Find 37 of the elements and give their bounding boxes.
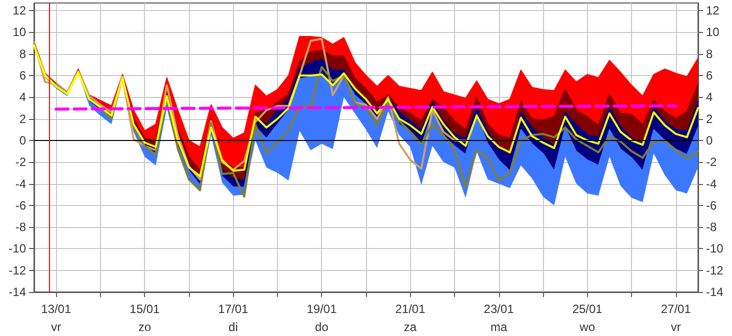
y2-tick-label: 2 (706, 112, 713, 126)
y-tick-label: -14 (8, 285, 26, 299)
x-tick-label: 27/01 vr (660, 302, 692, 334)
y2-tick-label: 10 (706, 25, 720, 40)
y2-tick-label: -10 (706, 242, 724, 256)
y-tick-label: -10 (8, 242, 26, 256)
y2-tick-label: -6 (706, 198, 717, 212)
y2-tick-label: -12 (706, 263, 724, 278)
x-tick-label: 21/01 za (395, 302, 426, 334)
x-tick-label: 25/01 wo (572, 302, 603, 334)
y-tick-label: 10 (12, 25, 26, 40)
y-tick-label: 4 (19, 90, 26, 104)
y-tick-label: 8 (19, 46, 26, 61)
y-tick-label: -12 (8, 263, 26, 278)
y2-tick-label: -14 (706, 285, 724, 299)
y2-tick-label: 6 (706, 68, 713, 83)
x-tick-label: 15/01 zo (130, 302, 160, 334)
y2-tick-label: -2 (706, 155, 717, 170)
x-tick-label: 23/01 ma (484, 302, 514, 334)
y-tick-label: -6 (15, 198, 26, 212)
y-tick-label: 6 (19, 68, 26, 83)
x-tick-label: 17/01 di (218, 302, 249, 334)
y2-tick-label: 0 (706, 133, 713, 148)
y-tick-label: -8 (15, 220, 26, 234)
y2-tick-label: 12 (706, 4, 720, 18)
y-tick-label: 0 (19, 133, 26, 148)
y2-tick-label: 8 (706, 46, 713, 61)
y-tick-label: 2 (19, 112, 26, 126)
y2-tick-label: -4 (706, 176, 717, 191)
y2-tick-label: -8 (706, 220, 717, 234)
line-series (33, 38, 467, 180)
y-tick-label: 12 (12, 4, 26, 18)
y2-tick-label: 4 (706, 90, 713, 104)
x-tick-label: 13/01 vr (41, 302, 72, 334)
x-tick-label: 19/01 do (306, 302, 338, 334)
y-tick-label: -4 (15, 176, 26, 191)
y-tick-label: -2 (15, 155, 26, 170)
